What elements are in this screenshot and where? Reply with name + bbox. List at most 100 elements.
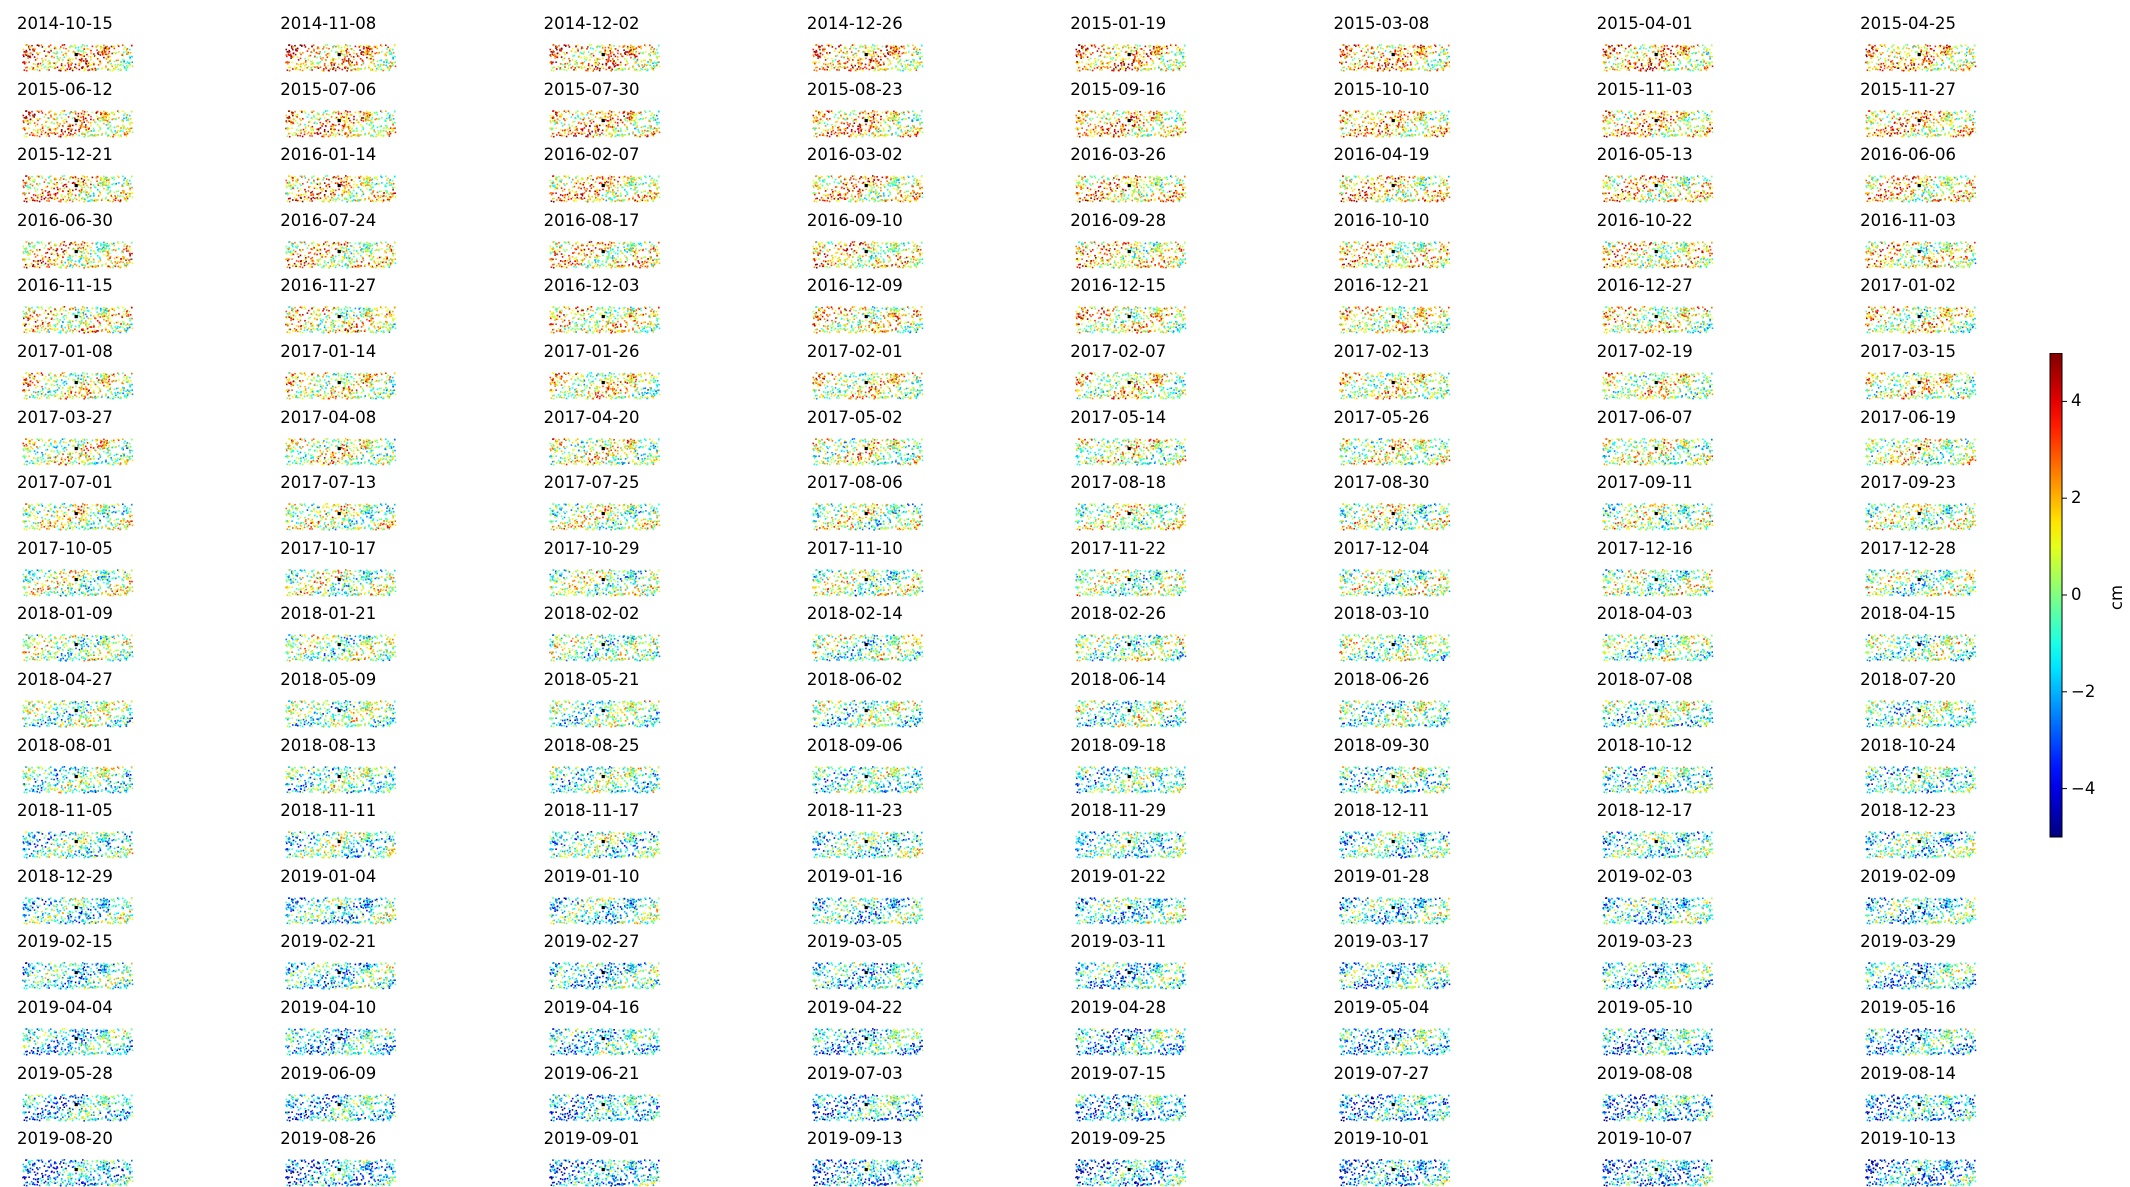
- scatter-point: [365, 67, 367, 69]
- scatter-point: [898, 116, 900, 118]
- scatter-point: [888, 117, 890, 119]
- scatter-point: [118, 69, 120, 71]
- scatter-point: [632, 67, 634, 69]
- scatter-point: [1416, 62, 1418, 64]
- scatter-point: [658, 66, 660, 68]
- panel-date-title: 2014-12-02: [544, 14, 640, 34]
- scatter-point: [580, 57, 582, 59]
- scatter-point: [1604, 63, 1606, 65]
- scatter-point: [35, 64, 37, 66]
- scatter-point: [298, 125, 300, 127]
- scatter-point: [385, 54, 387, 56]
- scatter-point: [368, 67, 370, 69]
- scatter-point: [1416, 46, 1418, 48]
- scatter-point: [1688, 48, 1690, 50]
- scatter-point: [644, 69, 646, 71]
- scatter-point: [876, 119, 878, 121]
- scatter-point: [1641, 44, 1643, 46]
- scatter-point: [363, 126, 365, 128]
- scatter-point: [288, 117, 290, 119]
- scatter-point: [75, 123, 77, 125]
- scatter-point: [1870, 57, 1872, 59]
- scatter-point: [1909, 55, 1911, 57]
- scatter-point: [363, 113, 365, 115]
- panel-scatter-map: [22, 110, 134, 138]
- scatter-point: [80, 116, 82, 118]
- scatter-point: [1959, 52, 1961, 54]
- scatter-point: [883, 63, 885, 65]
- scatter-point: [587, 68, 589, 70]
- scatter-point: [639, 70, 641, 72]
- scatter-point: [113, 118, 115, 120]
- scatter-point: [324, 117, 326, 119]
- scatter-point: [882, 69, 884, 71]
- scatter-point: [389, 51, 391, 53]
- scatter-point: [1693, 68, 1695, 70]
- scatter-point: [34, 134, 36, 136]
- scatter-point: [314, 116, 316, 118]
- scatter-point: [566, 52, 568, 54]
- scatter-point: [898, 51, 900, 53]
- panel-date-title: 2015-08-23: [807, 80, 903, 100]
- scatter-point: [850, 134, 852, 136]
- scatter-point: [371, 56, 373, 58]
- scatter-point: [78, 53, 80, 55]
- scatter-point: [912, 110, 914, 112]
- scatter-point: [1685, 53, 1687, 55]
- scatter-point: [350, 66, 352, 68]
- scatter-point: [646, 134, 648, 136]
- scatter-point: [1090, 58, 1092, 60]
- scatter-point: [849, 48, 851, 50]
- scatter-point: [1926, 55, 1928, 57]
- scatter-point: [1882, 52, 1884, 54]
- scatter-point: [868, 134, 870, 136]
- scatter-point: [619, 119, 621, 121]
- scatter-point: [54, 118, 56, 120]
- scatter-point: [604, 51, 606, 53]
- scatter-point: [850, 68, 852, 70]
- scatter-point: [888, 130, 890, 132]
- scatter-point: [350, 45, 352, 47]
- scatter-point: [567, 133, 569, 135]
- scatter-point: [632, 124, 634, 126]
- scatter-point: [1078, 62, 1080, 64]
- scatter-point: [631, 47, 633, 49]
- scatter-point: [1704, 47, 1706, 49]
- scatter-point: [105, 47, 107, 49]
- scatter-point: [1116, 47, 1118, 49]
- scatter-point: [72, 133, 74, 135]
- scatter-point: [1080, 57, 1082, 59]
- scatter-point: [838, 111, 840, 113]
- scatter-point: [831, 110, 833, 112]
- scatter-point: [300, 119, 302, 121]
- scatter-point: [298, 129, 300, 131]
- scatter-point: [126, 119, 128, 121]
- scatter-point: [37, 132, 39, 134]
- scatter-point: [1346, 49, 1348, 51]
- scatter-point: [916, 53, 918, 55]
- scatter-point: [358, 121, 360, 123]
- scatter-point: [617, 118, 619, 120]
- scatter-point: [816, 67, 818, 69]
- scatter-point: [79, 69, 81, 71]
- scatter-point: [566, 63, 568, 65]
- scatter-point: [338, 58, 340, 60]
- scatter-point: [1114, 51, 1116, 53]
- scatter-point: [1614, 48, 1616, 50]
- scatter-point: [1113, 70, 1115, 72]
- scatter-point: [1342, 70, 1344, 72]
- scatter-point: [1175, 54, 1177, 56]
- scatter-point: [1149, 49, 1151, 51]
- scatter-point: [130, 127, 132, 129]
- scatter-point: [1400, 52, 1402, 54]
- scatter-point: [658, 56, 660, 58]
- scatter-point: [1134, 54, 1136, 56]
- scatter-point: [601, 64, 603, 66]
- scatter-point: [1107, 48, 1109, 50]
- scatter-point: [1343, 54, 1345, 56]
- scatter-point: [604, 47, 606, 49]
- scatter-point: [292, 114, 294, 116]
- scatter-point: [390, 127, 392, 129]
- scatter-point: [345, 110, 347, 112]
- scatter-point: [1172, 65, 1174, 67]
